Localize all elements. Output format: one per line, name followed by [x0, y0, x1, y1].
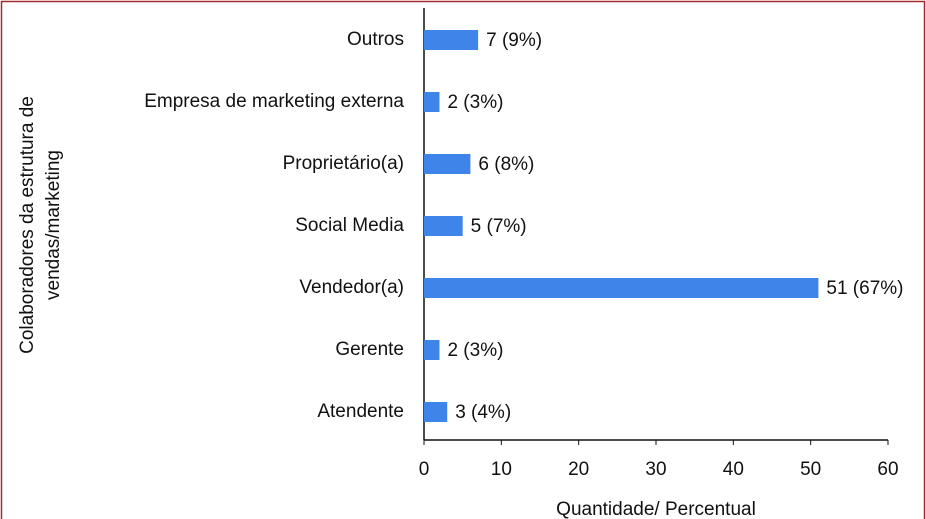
- bar: [424, 154, 471, 174]
- data-label: 2 (3%): [447, 92, 503, 113]
- y-tick-label: Social Media: [295, 215, 404, 236]
- bar: [424, 402, 448, 422]
- y-tick-label: Gerente: [335, 339, 404, 360]
- y-axis-label-group: vendas/marketing: [43, 150, 64, 300]
- y-tick-label: Atendente: [317, 401, 404, 422]
- bar: [424, 278, 819, 298]
- y-tick-label: Vendedor(a): [299, 277, 404, 298]
- data-label: 5 (7%): [471, 216, 527, 237]
- bar: [424, 216, 463, 236]
- bar: [424, 340, 440, 360]
- x-tick-label: 0: [419, 459, 430, 480]
- y-tick-label: Proprietário(a): [283, 153, 404, 174]
- data-label: 3 (4%): [455, 402, 511, 423]
- y-axis-label-group: Colaboradores da estrutura de: [17, 96, 38, 354]
- y-axis-label: vendas/marketing: [43, 150, 64, 300]
- x-axis-label: Quantidade/ Percentual: [556, 499, 756, 519]
- data-label: 51 (67%): [826, 278, 903, 299]
- bar: [424, 30, 479, 50]
- data-label: 6 (8%): [478, 154, 534, 175]
- x-tick-label: 60: [877, 459, 898, 480]
- y-tick-label: Empresa de marketing externa: [144, 91, 404, 112]
- x-tick-label: 40: [723, 459, 744, 480]
- data-label: 7 (9%): [486, 30, 542, 51]
- y-axis-label: Colaboradores da estrutura de: [17, 96, 38, 354]
- x-tick-label: 10: [491, 459, 512, 480]
- data-label: 2 (3%): [447, 340, 503, 361]
- x-tick-label: 30: [645, 459, 666, 480]
- x-tick-label: 50: [800, 459, 821, 480]
- x-tick-label: 20: [568, 459, 589, 480]
- y-tick-label: Outros: [347, 29, 404, 50]
- bar: [424, 92, 440, 112]
